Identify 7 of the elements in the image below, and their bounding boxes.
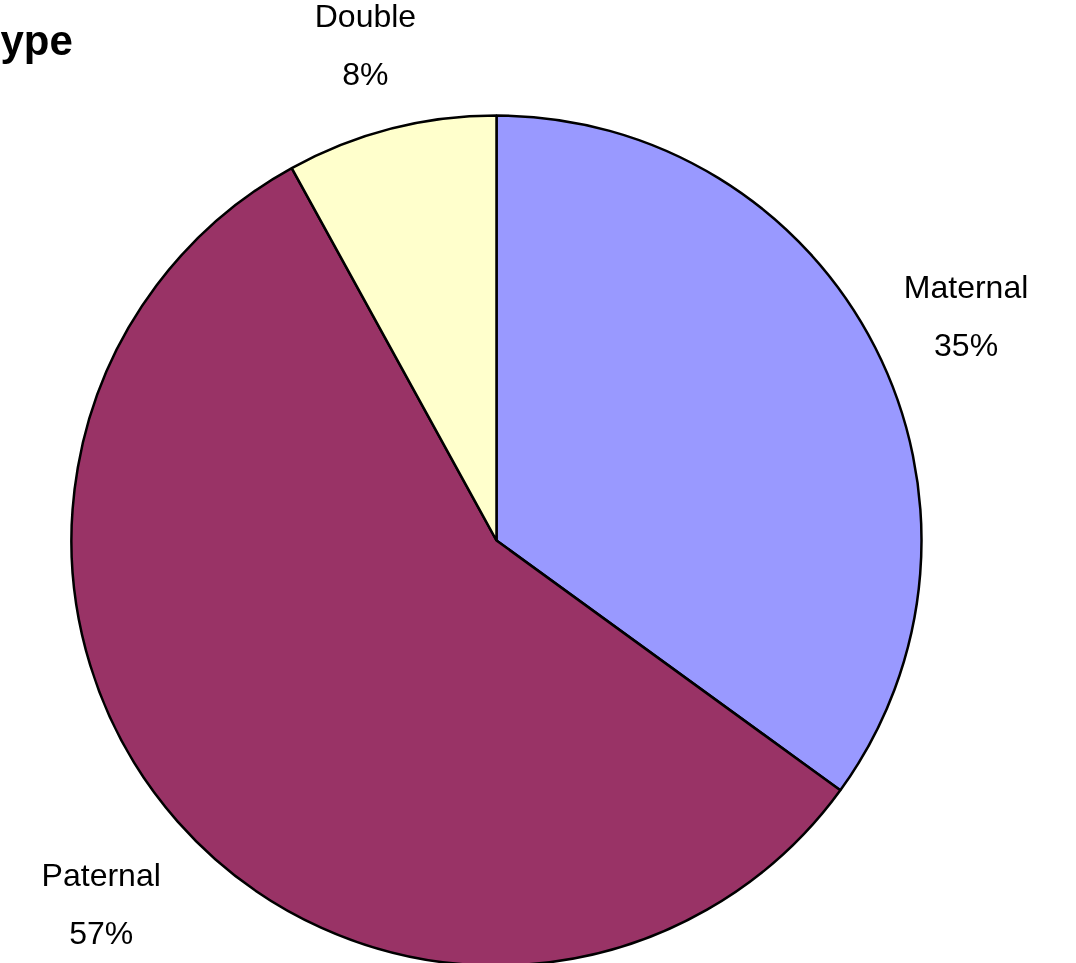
data-label: 35% [934,326,999,363]
chart-title: ype [0,17,73,64]
data-label: 8% [342,55,389,92]
slice-label: Paternal [41,856,161,893]
slice-label: Double [314,0,417,34]
slice-label: Maternal [903,268,1029,305]
data-label: 57% [69,914,134,951]
